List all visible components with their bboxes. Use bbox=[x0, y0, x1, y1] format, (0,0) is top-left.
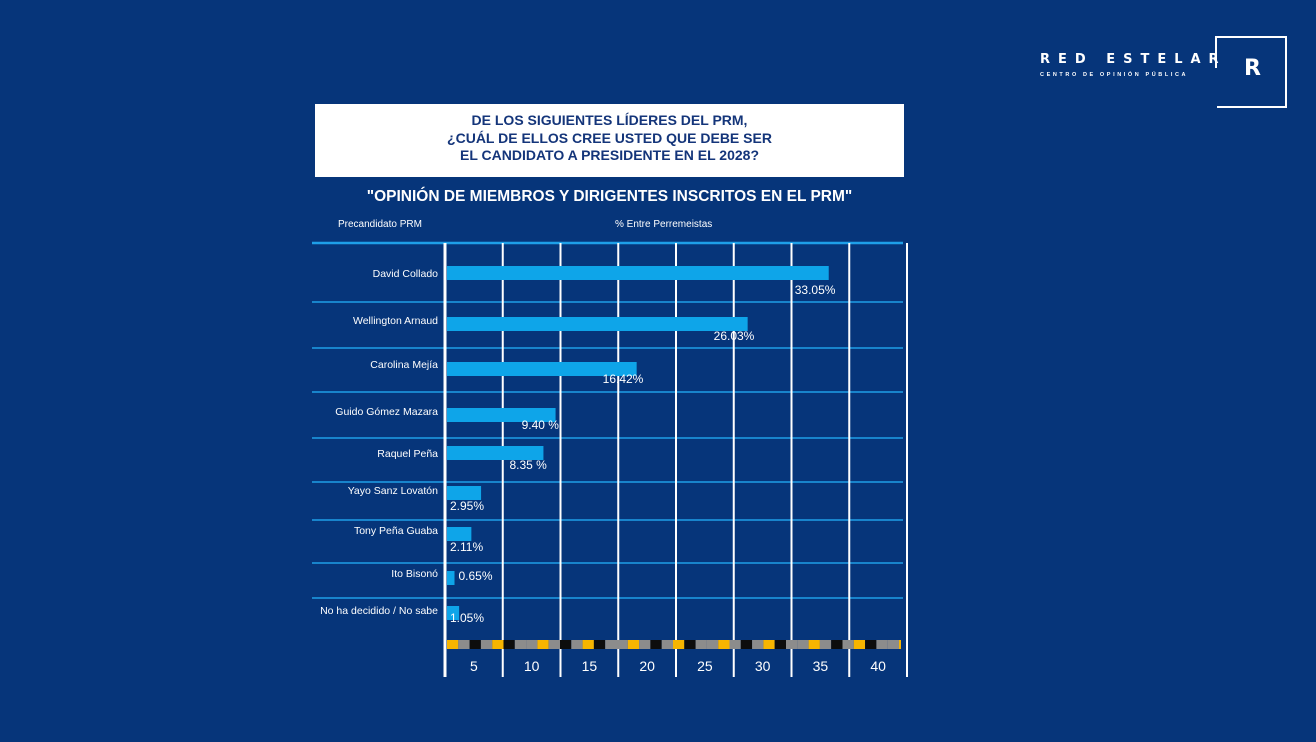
bar bbox=[447, 606, 460, 620]
x-tick-label: 5 bbox=[470, 658, 478, 674]
question-line-1: DE LOS SIGUIENTES LÍDERES DEL PRM, bbox=[471, 112, 748, 128]
axis-strip-segment bbox=[548, 640, 560, 649]
axis-strip-segment bbox=[797, 640, 809, 649]
value-label: 1.05% bbox=[450, 611, 484, 625]
axis-strip-segment bbox=[887, 640, 899, 649]
bar bbox=[447, 408, 556, 422]
value-label: 26.03% bbox=[714, 329, 755, 343]
category-label: Tony Peña Guaba bbox=[354, 525, 438, 537]
axis-strip-segment bbox=[582, 640, 594, 649]
axis-strip-segment bbox=[593, 640, 606, 649]
value-label: 2.95% bbox=[450, 499, 484, 513]
axis-strip-segment bbox=[831, 640, 843, 649]
axis-strip-segment bbox=[571, 640, 583, 649]
brand-subtitle: CENTRO DE OPINIÓN PÚBLICA bbox=[1040, 72, 1189, 78]
axis-strip-segment bbox=[740, 640, 753, 649]
category-column-header: Precandidato PRM bbox=[338, 219, 422, 230]
x-tick-label: 20 bbox=[639, 658, 655, 674]
axis-strip-segment bbox=[842, 640, 854, 649]
axis-strip-segment bbox=[853, 640, 866, 649]
axis-strip-segment bbox=[639, 640, 651, 649]
axis-strip-segment bbox=[899, 640, 901, 649]
axis-strip-segment bbox=[514, 640, 527, 649]
bar bbox=[447, 446, 544, 460]
axis-strip-segment bbox=[537, 640, 549, 649]
x-tick-label: 30 bbox=[755, 658, 771, 674]
category-label: Wellington Arnaud bbox=[353, 315, 438, 327]
x-tick-label: 10 bbox=[524, 658, 540, 674]
value-label: 2.11% bbox=[450, 540, 483, 554]
value-label: 8.35 % bbox=[509, 458, 547, 472]
x-tick-label: 25 bbox=[697, 658, 713, 674]
bar bbox=[447, 571, 455, 585]
axis-strip-segment bbox=[605, 640, 617, 649]
value-label: 16.42% bbox=[603, 372, 644, 386]
x-tick-label: 40 bbox=[870, 658, 886, 674]
axis-strip-segment bbox=[616, 640, 628, 649]
axis-strip-segment bbox=[729, 640, 741, 649]
bar bbox=[447, 266, 829, 280]
value-label: 0.65% bbox=[459, 569, 493, 583]
axis-strip-segment bbox=[650, 640, 662, 649]
bar bbox=[447, 486, 482, 500]
axis-strip-segment bbox=[808, 640, 820, 649]
chart-subtitle: "OPINIÓN DE MIEMBROS Y DIRIGENTES INSCRI… bbox=[366, 188, 853, 205]
axis-strip-segment bbox=[819, 640, 832, 649]
brand-name: RED ESTELAR bbox=[1040, 52, 1227, 67]
category-label: Carolina Mejía bbox=[370, 359, 438, 371]
axis-strip-segment bbox=[763, 640, 775, 649]
axis-strip-segment bbox=[480, 640, 493, 649]
axis-strip-segment bbox=[458, 640, 470, 649]
axis-strip-segment bbox=[718, 640, 730, 649]
category-label: Yayo Sanz Lovatón bbox=[348, 485, 438, 497]
category-label: David Collado bbox=[373, 268, 439, 280]
axis-strip-segment bbox=[865, 640, 877, 649]
axis-strip-segment bbox=[560, 640, 572, 649]
category-label: Ito Bisonó bbox=[391, 568, 438, 580]
bar bbox=[447, 317, 748, 331]
category-label: Guido Gómez Mazara bbox=[335, 406, 438, 418]
axis-strip-segment bbox=[706, 640, 719, 649]
value-label: 33.05% bbox=[795, 283, 836, 297]
bar bbox=[447, 362, 637, 376]
brand-logo-frame bbox=[1215, 36, 1287, 108]
brand-logo: RED ESTELAR CENTRO DE OPINIÓN PÚBLICA bbox=[1040, 52, 1227, 78]
question-line-2: ¿CUÁL DE ELLOS CREE USTED QUE DEBE SER bbox=[447, 129, 772, 146]
question-line-3: EL CANDIDATO A PRESIDENTE EN EL 2028? bbox=[460, 147, 759, 163]
axis-strip-segment bbox=[876, 640, 888, 649]
axis-strip-segment bbox=[447, 640, 459, 649]
value-column-header: % Entre Perremeistas bbox=[615, 219, 713, 230]
axis-strip-segment bbox=[503, 640, 515, 649]
category-label: Raquel Peña bbox=[377, 448, 438, 460]
axis-strip-segment bbox=[752, 640, 764, 649]
axis-strip-segment bbox=[661, 640, 673, 649]
axis-strip-segment bbox=[526, 640, 538, 649]
x-tick-label: 15 bbox=[582, 658, 598, 674]
axis-strip-segment bbox=[684, 640, 696, 649]
x-tick-label: 35 bbox=[813, 658, 829, 674]
axis-strip-segment bbox=[774, 640, 786, 649]
axis-strip-segment bbox=[786, 640, 798, 649]
axis-strip-segment bbox=[627, 640, 640, 649]
axis-strip-segment bbox=[695, 640, 707, 649]
question-box: DE LOS SIGUIENTES LÍDERES DEL PRM, ¿CUÁL… bbox=[315, 104, 904, 177]
value-label: 9.40 % bbox=[522, 418, 560, 432]
axis-strip-segment bbox=[673, 640, 685, 649]
axis-strip-segment bbox=[492, 640, 504, 649]
axis-strip-segment bbox=[469, 640, 481, 649]
bar bbox=[447, 527, 472, 541]
category-label: No ha decidido / No sabe bbox=[320, 605, 438, 617]
brand-logo-letter: R bbox=[1244, 56, 1261, 81]
